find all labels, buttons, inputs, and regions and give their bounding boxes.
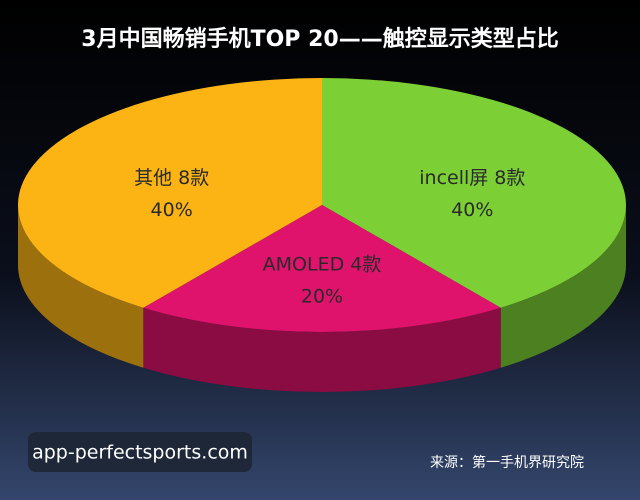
value-label: 40% (151, 199, 193, 221)
slice-side (18, 205, 144, 368)
value-label: 20% (301, 286, 343, 308)
watermark-box (28, 432, 252, 472)
source: 来源：第一手机界研究院 (430, 454, 584, 471)
slice-label: incell屏 8款 (419, 167, 525, 189)
slice-label: AMOLED 4款 (263, 254, 382, 276)
slice (143, 205, 501, 332)
slice-label: 其他 8款 (134, 167, 209, 189)
watermark: app-perfectsports.com (32, 442, 248, 464)
slice-side (143, 307, 501, 392)
value-label: 40% (451, 199, 493, 221)
slice (18, 77, 323, 308)
slice-side (500, 205, 626, 368)
pie: incell屏 8款 40% AMOLED 4款 20% 其他 8款 40% (18, 77, 626, 392)
slice (322, 78, 626, 308)
chart-title: 3月中国畅销手机TOP 20——触控显示类型占比 (81, 26, 558, 52)
